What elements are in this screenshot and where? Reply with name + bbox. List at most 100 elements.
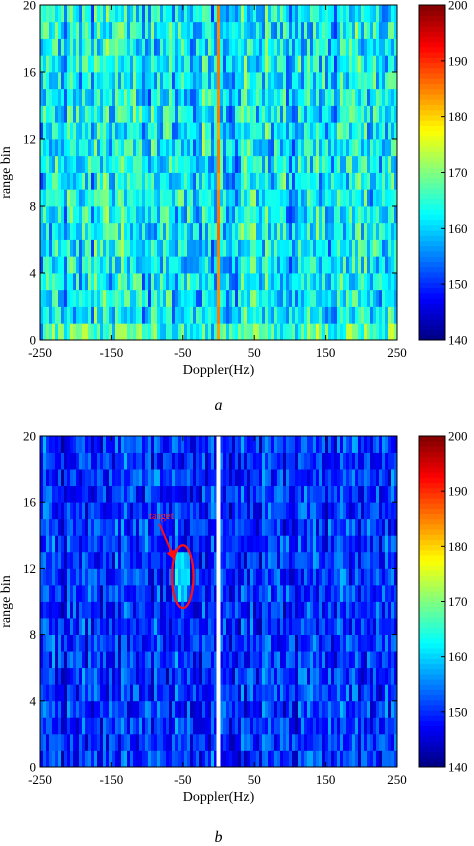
heatmap-cell bbox=[130, 733, 134, 751]
heatmap-cell bbox=[100, 289, 104, 307]
heatmap-cell bbox=[325, 21, 329, 39]
heatmap-cell bbox=[115, 518, 119, 536]
heatmap-cell bbox=[271, 469, 275, 487]
heatmap-cell bbox=[142, 55, 146, 73]
heatmap-cell bbox=[265, 105, 269, 123]
heatmap-cell bbox=[292, 289, 296, 307]
heatmap-cell bbox=[163, 289, 167, 307]
heatmap-cell bbox=[142, 717, 146, 735]
heatmap-cell bbox=[163, 172, 167, 190]
heatmap-cell bbox=[289, 122, 293, 140]
heatmap-cell bbox=[346, 717, 350, 735]
heatmap-cell bbox=[334, 717, 338, 735]
heatmap-cell bbox=[121, 469, 125, 487]
heatmap-cell bbox=[160, 618, 164, 635]
heatmap-cell bbox=[190, 601, 194, 619]
heatmap-cell bbox=[325, 55, 329, 73]
heatmap-cell bbox=[190, 651, 194, 669]
heatmap-cell bbox=[214, 189, 218, 207]
heatmap-cell bbox=[199, 172, 203, 190]
heatmap-cell bbox=[187, 469, 191, 487]
heatmap-cell bbox=[76, 72, 80, 90]
heatmap-cell bbox=[40, 88, 44, 106]
heatmap-cell bbox=[52, 452, 56, 470]
heatmap-cell bbox=[64, 105, 68, 123]
heatmap-cell bbox=[322, 222, 326, 240]
heatmap-cell bbox=[313, 551, 317, 569]
heatmap-cell bbox=[43, 750, 47, 768]
heatmap-cell bbox=[379, 172, 383, 190]
heatmap-cell bbox=[382, 667, 386, 685]
heatmap-cell bbox=[244, 273, 248, 291]
heatmap-cell bbox=[235, 256, 239, 274]
heatmap-cell bbox=[58, 618, 62, 635]
heatmap-cell bbox=[121, 306, 125, 324]
heatmap-cell bbox=[211, 239, 215, 257]
heatmap-cell bbox=[202, 172, 206, 190]
heatmap-cell bbox=[97, 750, 101, 768]
heatmap-cell bbox=[124, 289, 128, 307]
heatmap-cell bbox=[97, 568, 101, 586]
heatmap-cell bbox=[256, 256, 260, 274]
heatmap-cell bbox=[187, 717, 191, 735]
heatmap-cell bbox=[238, 502, 242, 520]
heatmap-cell bbox=[370, 155, 374, 173]
heatmap-cell bbox=[220, 535, 224, 553]
heatmap-cell bbox=[223, 206, 227, 224]
heatmap-cell bbox=[160, 323, 164, 341]
heatmap-cell bbox=[100, 139, 104, 157]
heatmap-cell bbox=[115, 485, 119, 503]
heatmap-cell bbox=[55, 684, 59, 702]
heatmap-cell bbox=[250, 518, 254, 536]
heatmap-cell bbox=[325, 684, 329, 702]
heatmap-cell bbox=[388, 155, 392, 173]
heatmap-cell bbox=[283, 436, 287, 453]
heatmap-cell bbox=[235, 568, 239, 586]
heatmap-cell bbox=[283, 518, 287, 536]
heatmap-cell bbox=[364, 717, 368, 735]
heatmap-cell bbox=[193, 222, 197, 240]
heatmap-cell bbox=[115, 651, 119, 669]
heatmap-cell bbox=[391, 21, 395, 39]
heatmap-cell bbox=[196, 206, 200, 224]
heatmap-cell bbox=[286, 518, 290, 536]
heatmap-cell bbox=[313, 750, 317, 768]
heatmap-cell bbox=[307, 21, 311, 39]
heatmap-cell bbox=[256, 717, 260, 735]
heatmap-cell bbox=[205, 485, 209, 503]
heatmap-cell bbox=[307, 88, 311, 106]
heatmap-cell bbox=[271, 172, 275, 190]
heatmap-cell bbox=[229, 155, 233, 173]
heatmap-cell bbox=[115, 5, 119, 23]
colorbar-band bbox=[419, 182, 445, 189]
heatmap-cell bbox=[394, 122, 398, 140]
heatmap-cell bbox=[349, 72, 353, 90]
heatmap-cell bbox=[238, 717, 242, 735]
heatmap-cell bbox=[322, 618, 326, 635]
heatmap-cell bbox=[295, 700, 299, 718]
heatmap-cell bbox=[115, 155, 119, 173]
heatmap-cell bbox=[73, 535, 77, 553]
heatmap-cell bbox=[43, 172, 47, 190]
heatmap-cell bbox=[184, 323, 188, 341]
heatmap-cell bbox=[292, 618, 296, 635]
heatmap-cell bbox=[280, 651, 284, 669]
heatmap-cell bbox=[49, 551, 53, 569]
colorbar-band bbox=[419, 251, 445, 257]
heatmap-cell bbox=[241, 122, 245, 140]
heatmap-cell bbox=[307, 55, 311, 73]
heatmap-cell bbox=[301, 634, 305, 652]
heatmap-cell bbox=[352, 306, 356, 324]
heatmap-cell bbox=[289, 651, 293, 669]
heatmap-cell bbox=[337, 452, 341, 470]
heatmap-cell bbox=[46, 38, 50, 56]
heatmap-cell bbox=[346, 750, 350, 768]
heatmap-cell bbox=[373, 684, 377, 702]
heatmap-cell bbox=[328, 551, 332, 569]
heatmap-cell bbox=[133, 667, 137, 685]
heatmap-cell bbox=[139, 684, 143, 702]
heatmap-cell bbox=[133, 717, 137, 735]
heatmap-cell bbox=[85, 72, 89, 90]
heatmap-cell bbox=[268, 256, 272, 274]
heatmap-cell bbox=[52, 634, 56, 652]
